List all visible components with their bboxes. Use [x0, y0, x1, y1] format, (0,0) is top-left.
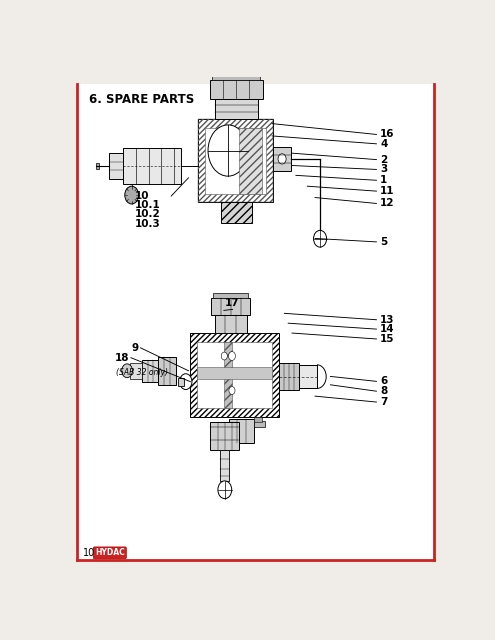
- Text: 10.2: 10.2: [135, 209, 160, 220]
- Text: 4: 4: [380, 139, 388, 149]
- Circle shape: [122, 364, 133, 378]
- Text: 7: 7: [380, 397, 388, 407]
- Bar: [191, 333, 279, 417]
- Text: 18: 18: [114, 353, 129, 363]
- Bar: [123, 148, 181, 184]
- Text: (SAB 32 only): (SAB 32 only): [116, 367, 168, 376]
- Bar: [273, 147, 291, 171]
- Text: 17: 17: [225, 298, 240, 308]
- Circle shape: [180, 374, 192, 390]
- Bar: [198, 118, 273, 202]
- Bar: [215, 316, 247, 333]
- Bar: [212, 74, 260, 80]
- Circle shape: [218, 481, 232, 499]
- Circle shape: [278, 154, 286, 164]
- Bar: [254, 421, 265, 427]
- Bar: [210, 422, 240, 451]
- Text: 3: 3: [380, 164, 388, 175]
- Bar: [210, 80, 262, 99]
- Circle shape: [229, 351, 236, 360]
- Circle shape: [313, 230, 327, 247]
- Bar: [198, 367, 272, 379]
- Text: 16: 16: [380, 129, 395, 140]
- Bar: [279, 363, 298, 390]
- Bar: [198, 342, 272, 408]
- Bar: [143, 360, 158, 381]
- Text: 8: 8: [380, 386, 388, 396]
- Text: 2: 2: [380, 155, 388, 164]
- Circle shape: [208, 125, 248, 176]
- Bar: [97, 163, 99, 169]
- Bar: [198, 118, 273, 202]
- Circle shape: [229, 387, 235, 394]
- Text: 13: 13: [380, 315, 395, 324]
- Bar: [220, 202, 252, 223]
- Bar: [239, 127, 262, 193]
- Text: 15: 15: [380, 334, 395, 344]
- Bar: [109, 153, 123, 179]
- Bar: [254, 417, 261, 422]
- Text: HYDAC: HYDAC: [95, 548, 125, 557]
- Bar: [224, 342, 232, 408]
- Bar: [130, 363, 143, 379]
- Text: 12: 12: [380, 198, 395, 209]
- Text: 5: 5: [380, 237, 388, 247]
- Text: 10: 10: [83, 548, 95, 558]
- Bar: [229, 419, 254, 443]
- Bar: [298, 365, 317, 388]
- Text: 6: 6: [380, 376, 388, 387]
- Text: 9: 9: [132, 343, 139, 353]
- Text: 14: 14: [380, 324, 395, 334]
- Text: 10: 10: [135, 191, 149, 201]
- Text: 6. SPARE PARTS: 6. SPARE PARTS: [89, 93, 194, 106]
- Bar: [211, 298, 250, 316]
- Bar: [205, 127, 266, 193]
- FancyBboxPatch shape: [94, 547, 126, 559]
- Text: 10.1: 10.1: [135, 200, 160, 210]
- Circle shape: [221, 352, 227, 360]
- Bar: [220, 451, 229, 481]
- Bar: [214, 99, 258, 118]
- Bar: [178, 378, 184, 385]
- Bar: [158, 357, 176, 385]
- Circle shape: [125, 186, 139, 204]
- Text: 11: 11: [380, 186, 395, 196]
- Bar: [213, 292, 248, 298]
- Text: 1: 1: [380, 175, 388, 186]
- Text: 10.3: 10.3: [135, 219, 160, 228]
